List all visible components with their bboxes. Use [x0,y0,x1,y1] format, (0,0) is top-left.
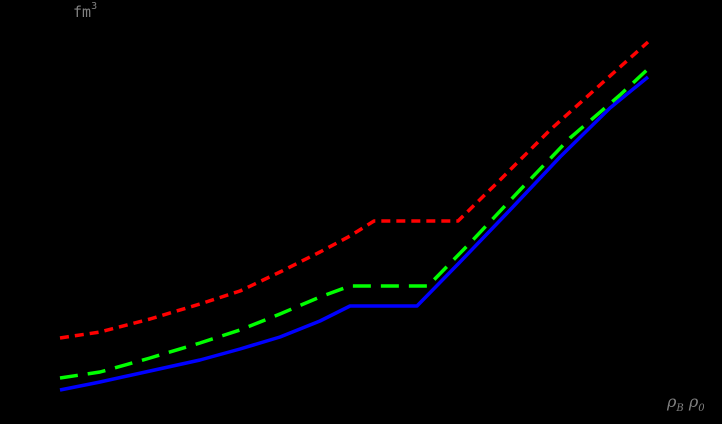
x-rho0-symbol: ρ [688,392,699,411]
x-sub-0: 0 [698,403,705,415]
x-sub-b: B [676,403,684,415]
blue-solid-series [59,75,650,392]
green-dashed-series [59,67,650,380]
y-unit-exponent: 3 [91,1,98,12]
red-dashed-series [59,40,650,340]
y-unit-base: fm [73,3,92,21]
x-axis-label: ρB ρ0 [667,392,705,414]
series-layer [59,40,650,392]
y-axis-label: fm3 [73,1,98,21]
x-rho-symbol: ρ [667,392,677,411]
